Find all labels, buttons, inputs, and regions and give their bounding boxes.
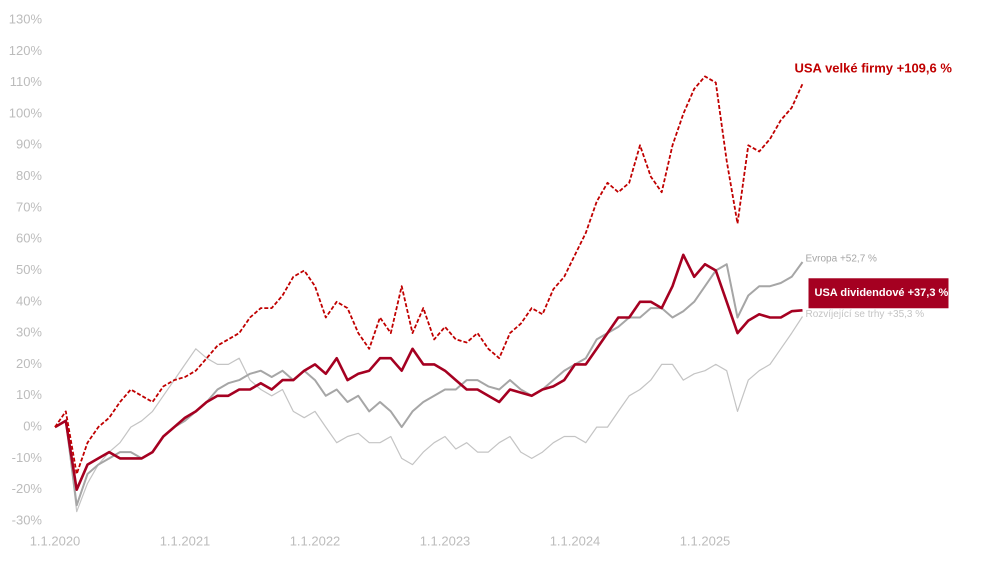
x-tick-label: 1.1.2022 (290, 533, 341, 548)
y-tick-label: 90% (16, 137, 42, 152)
y-tick-label: 70% (16, 199, 42, 214)
y-tick-label: 30% (16, 325, 42, 340)
y-tick-label: 80% (16, 168, 42, 183)
series-label: USA velké firmy +109,6 % (795, 60, 953, 75)
x-tick-label: 1.1.2025 (680, 533, 731, 548)
y-tick-label: 120% (9, 43, 43, 58)
x-tick-label: 1.1.2021 (160, 533, 211, 548)
y-tick-label: 100% (9, 105, 43, 120)
y-tick-label: 50% (16, 262, 42, 277)
series-line (54, 75, 804, 475)
y-tick-label: 20% (16, 356, 42, 371)
y-tick-label: 40% (16, 293, 42, 308)
y-tick-label: -20% (12, 481, 43, 496)
series-line (54, 316, 804, 513)
series-label: Rozvíjející se trhy +35,3 % (806, 309, 925, 320)
series-line (54, 261, 804, 507)
x-tick-label: 1.1.2020 (30, 533, 81, 548)
series-label: USA dividendové +37,3 % (815, 287, 949, 299)
x-tick-label: 1.1.2024 (550, 533, 601, 548)
series-line (54, 253, 803, 491)
y-tick-label: -30% (12, 512, 43, 527)
x-tick-label: 1.1.2023 (420, 533, 471, 548)
y-tick-label: 130% (9, 11, 43, 26)
series-label-box (808, 278, 949, 309)
y-tick-label: 110% (10, 74, 43, 89)
series-label: Evropa +52,7 % (806, 254, 878, 265)
y-tick-label: 0% (23, 419, 42, 434)
y-tick-label: -10% (12, 450, 43, 465)
y-tick-label: 10% (16, 387, 42, 402)
y-tick-label: 60% (16, 231, 42, 246)
